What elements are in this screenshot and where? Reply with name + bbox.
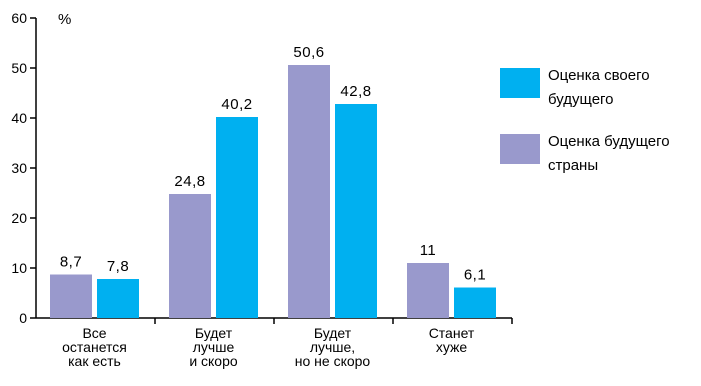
x-tick-label: останется (62, 339, 127, 355)
data-label: 11 (420, 242, 437, 259)
y-tick-label: 10 (11, 260, 27, 276)
legend-swatch (500, 68, 540, 98)
bar (97, 279, 139, 318)
legend-label: страны (548, 157, 598, 174)
bars: 8,7 7,8 24,8 40,2 50,6 42,8 11 6,1 (50, 44, 496, 318)
legend-label: Оценка будущего (548, 133, 670, 150)
x-tick-label: Станет (429, 325, 475, 341)
x-tick-label: лучше, (310, 339, 355, 355)
data-label: 8,7 (60, 254, 82, 271)
bar (169, 194, 211, 318)
y-tick-label: 60 (11, 10, 27, 26)
x-tick-label: Все (82, 325, 106, 341)
y-unit-label: % (58, 11, 71, 28)
y-tick-label: 0 (19, 310, 27, 326)
legend: Оценка своего будущего Оценка будущего стра… (500, 67, 670, 174)
y-tick-label: 50 (11, 60, 27, 76)
bar (335, 104, 377, 318)
x-tick-label: Будет (195, 325, 233, 341)
legend-label: Оценка своего (548, 67, 650, 84)
x-tick-label: лучше (193, 339, 235, 355)
data-label: 40,2 (221, 96, 252, 113)
x-tick-label: как есть (68, 353, 121, 369)
data-label: 24,8 (174, 173, 205, 190)
data-label: 7,8 (107, 258, 129, 275)
y-tick-label: 20 (11, 210, 27, 226)
bar (216, 117, 258, 318)
x-tick-label: и скоро (189, 353, 238, 369)
data-label: 42,8 (340, 83, 371, 100)
bar (454, 287, 496, 318)
x-tick-label: хуже (436, 339, 468, 355)
x-tick-label: но не скоро (295, 353, 371, 369)
legend-swatch (500, 134, 540, 164)
bar (50, 274, 92, 318)
legend-label: будущего (548, 91, 614, 108)
x-tick-label: Будет (314, 325, 352, 341)
y-tick-label: 40 (11, 110, 27, 126)
y-tick-label: 30 (11, 160, 27, 176)
bar (407, 263, 449, 318)
data-label: 50,6 (293, 44, 324, 61)
data-label: 6,1 (464, 267, 486, 284)
bar (288, 65, 330, 318)
